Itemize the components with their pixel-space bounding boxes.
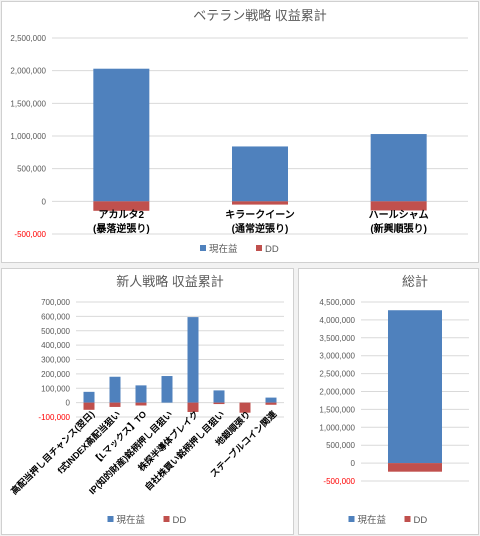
y-tick-label: 0 bbox=[351, 459, 356, 468]
legend: 現在益 DD bbox=[200, 243, 279, 255]
dd-bar bbox=[93, 201, 150, 211]
dd-bar bbox=[83, 402, 95, 410]
legend: 現在益 DD bbox=[107, 514, 187, 526]
profit-bar bbox=[161, 376, 173, 403]
y-tick-label: -500,000 bbox=[323, 477, 355, 486]
dd-bar bbox=[232, 201, 288, 205]
legend-label: DD bbox=[173, 515, 187, 526]
profit-bar bbox=[265, 397, 277, 403]
legend-swatch-dd bbox=[163, 516, 170, 522]
legend-swatch-dd bbox=[256, 245, 262, 251]
legend-label: 現在益 bbox=[209, 243, 238, 255]
dd-bar bbox=[187, 402, 199, 412]
y-tick-label: 4,500,000 bbox=[319, 298, 355, 307]
category-label: キラークイーン(通常逆張り) bbox=[225, 209, 295, 235]
y-tick-label: 4,000,000 bbox=[319, 316, 355, 325]
dd-bar bbox=[265, 402, 277, 405]
legend-label: 現在益 bbox=[358, 514, 387, 526]
profit-bar bbox=[388, 310, 442, 464]
chart-title: 総計 bbox=[402, 274, 428, 289]
profit-bar bbox=[83, 391, 95, 403]
dd-bar bbox=[109, 402, 121, 407]
y-tick-label: 500,000 bbox=[41, 327, 70, 336]
dd-bar bbox=[388, 463, 442, 472]
profit-bar bbox=[232, 146, 288, 202]
y-tick-label: 500,000 bbox=[326, 441, 355, 450]
y-tick-label: -500,000 bbox=[14, 230, 46, 239]
y-tick-label: 0 bbox=[66, 399, 71, 408]
y-tick-label: 200,000 bbox=[41, 370, 70, 379]
y-tick-label: 400,000 bbox=[41, 341, 70, 350]
y-tick-label: 2,500,000 bbox=[10, 34, 46, 43]
y-tick-label: 3,000,000 bbox=[319, 352, 355, 361]
y-tick-label: 600,000 bbox=[41, 312, 70, 321]
y-tick-label: 1,500,000 bbox=[319, 405, 355, 414]
chart-title: ベテラン戦略 収益累計 bbox=[193, 8, 327, 23]
legend: 現在益 DD bbox=[348, 514, 428, 526]
profit-bar bbox=[93, 68, 150, 202]
y-tick-label: 1,000,000 bbox=[10, 132, 46, 141]
category-label: アカルタ2 (暴落逆張り) bbox=[93, 209, 150, 235]
y-tick-label: 1,000,000 bbox=[319, 423, 355, 432]
y-tick-label: 100,000 bbox=[41, 384, 70, 393]
newcomer-chart: 新人戦略 収益累計 -100,000 0 100,000 200,000 300,000 4… bbox=[8, 274, 284, 526]
y-tick-label: 3,500,000 bbox=[319, 334, 355, 343]
legend-swatch-profit bbox=[348, 516, 355, 522]
category-label: ハールシャム(新興順張り) bbox=[369, 209, 429, 235]
legend-swatch-profit bbox=[200, 245, 206, 251]
dd-bar bbox=[213, 402, 225, 405]
total-chart: 総計 -500,000 0 500,000 1,000,000 1,500,000 2,00… bbox=[319, 274, 469, 526]
profit-bar bbox=[109, 376, 121, 403]
y-tick-label: 2,000,000 bbox=[10, 67, 46, 76]
y-tick-label: 700,000 bbox=[41, 298, 70, 307]
legend-label: DD bbox=[265, 244, 279, 255]
profit-bar bbox=[370, 134, 427, 202]
veteran-chart-panel: ベテラン戦略 収益累計 -500,000 0 500,000 1,000,000 1,50… bbox=[1, 1, 479, 263]
legend-label: DD bbox=[414, 515, 428, 526]
y-tick-label: 500,000 bbox=[17, 165, 46, 174]
profit-bar bbox=[135, 385, 147, 403]
dd-bar bbox=[239, 402, 251, 413]
veteran-chart: ベテラン戦略 収益累計 -500,000 0 500,000 1,000,000 1,50… bbox=[10, 8, 468, 255]
profit-bar bbox=[187, 317, 199, 403]
profit-bar bbox=[213, 390, 225, 403]
y-tick-label: -100,000 bbox=[38, 413, 70, 422]
dd-bar bbox=[135, 402, 147, 406]
legend-swatch-dd bbox=[404, 516, 411, 522]
legend-swatch-profit bbox=[107, 516, 114, 522]
y-tick-label: 300,000 bbox=[41, 356, 70, 365]
legend-label: 現在益 bbox=[117, 514, 146, 526]
chart-title: 新人戦略 収益累計 bbox=[116, 274, 224, 289]
y-tick-label: 2,000,000 bbox=[319, 388, 355, 397]
dd-bar bbox=[370, 201, 427, 211]
total-chart-panel: 総計 -500,000 0 500,000 1,000,000 1,500,000 2,00… bbox=[298, 268, 479, 535]
y-tick-label: 0 bbox=[42, 197, 47, 206]
newcomer-chart-panel: 新人戦略 収益累計 -100,000 0 100,000 200,000 300,000 4… bbox=[1, 268, 294, 535]
y-tick-label: 1,500,000 bbox=[10, 99, 46, 108]
y-tick-label: 2,500,000 bbox=[319, 370, 355, 379]
